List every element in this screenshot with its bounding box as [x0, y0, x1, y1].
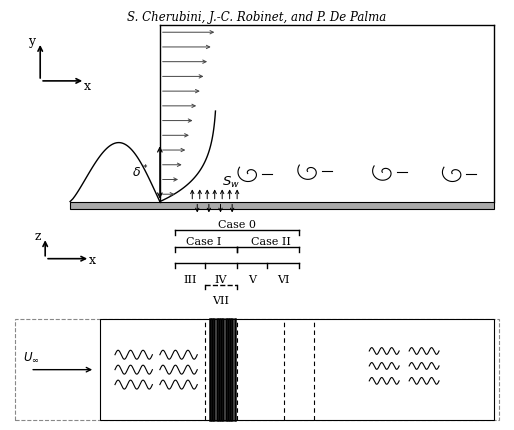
Bar	[70, 202, 494, 210]
Text: VI: VI	[277, 274, 289, 284]
Text: z: z	[34, 229, 41, 242]
Text: Case II: Case II	[251, 236, 291, 246]
Text: x: x	[89, 253, 96, 266]
Text: III: III	[183, 274, 196, 284]
Text: x: x	[84, 80, 91, 92]
Text: y: y	[28, 35, 35, 48]
Text: $S_w$: $S_w$	[222, 175, 240, 190]
Text: VII: VII	[212, 296, 229, 306]
Text: $\delta^*$: $\delta^*$	[133, 164, 149, 180]
Text: V: V	[248, 274, 256, 284]
Text: IV: IV	[215, 274, 227, 284]
Bar	[100, 319, 494, 420]
Text: $U_{\infty}$: $U_{\infty}$	[23, 350, 40, 364]
Text: Case I: Case I	[186, 236, 221, 246]
Text: S. Cherubini, J.-C. Robinet, and P. De Palma: S. Cherubini, J.-C. Robinet, and P. De P…	[127, 11, 387, 24]
Text: Case 0: Case 0	[218, 220, 256, 230]
